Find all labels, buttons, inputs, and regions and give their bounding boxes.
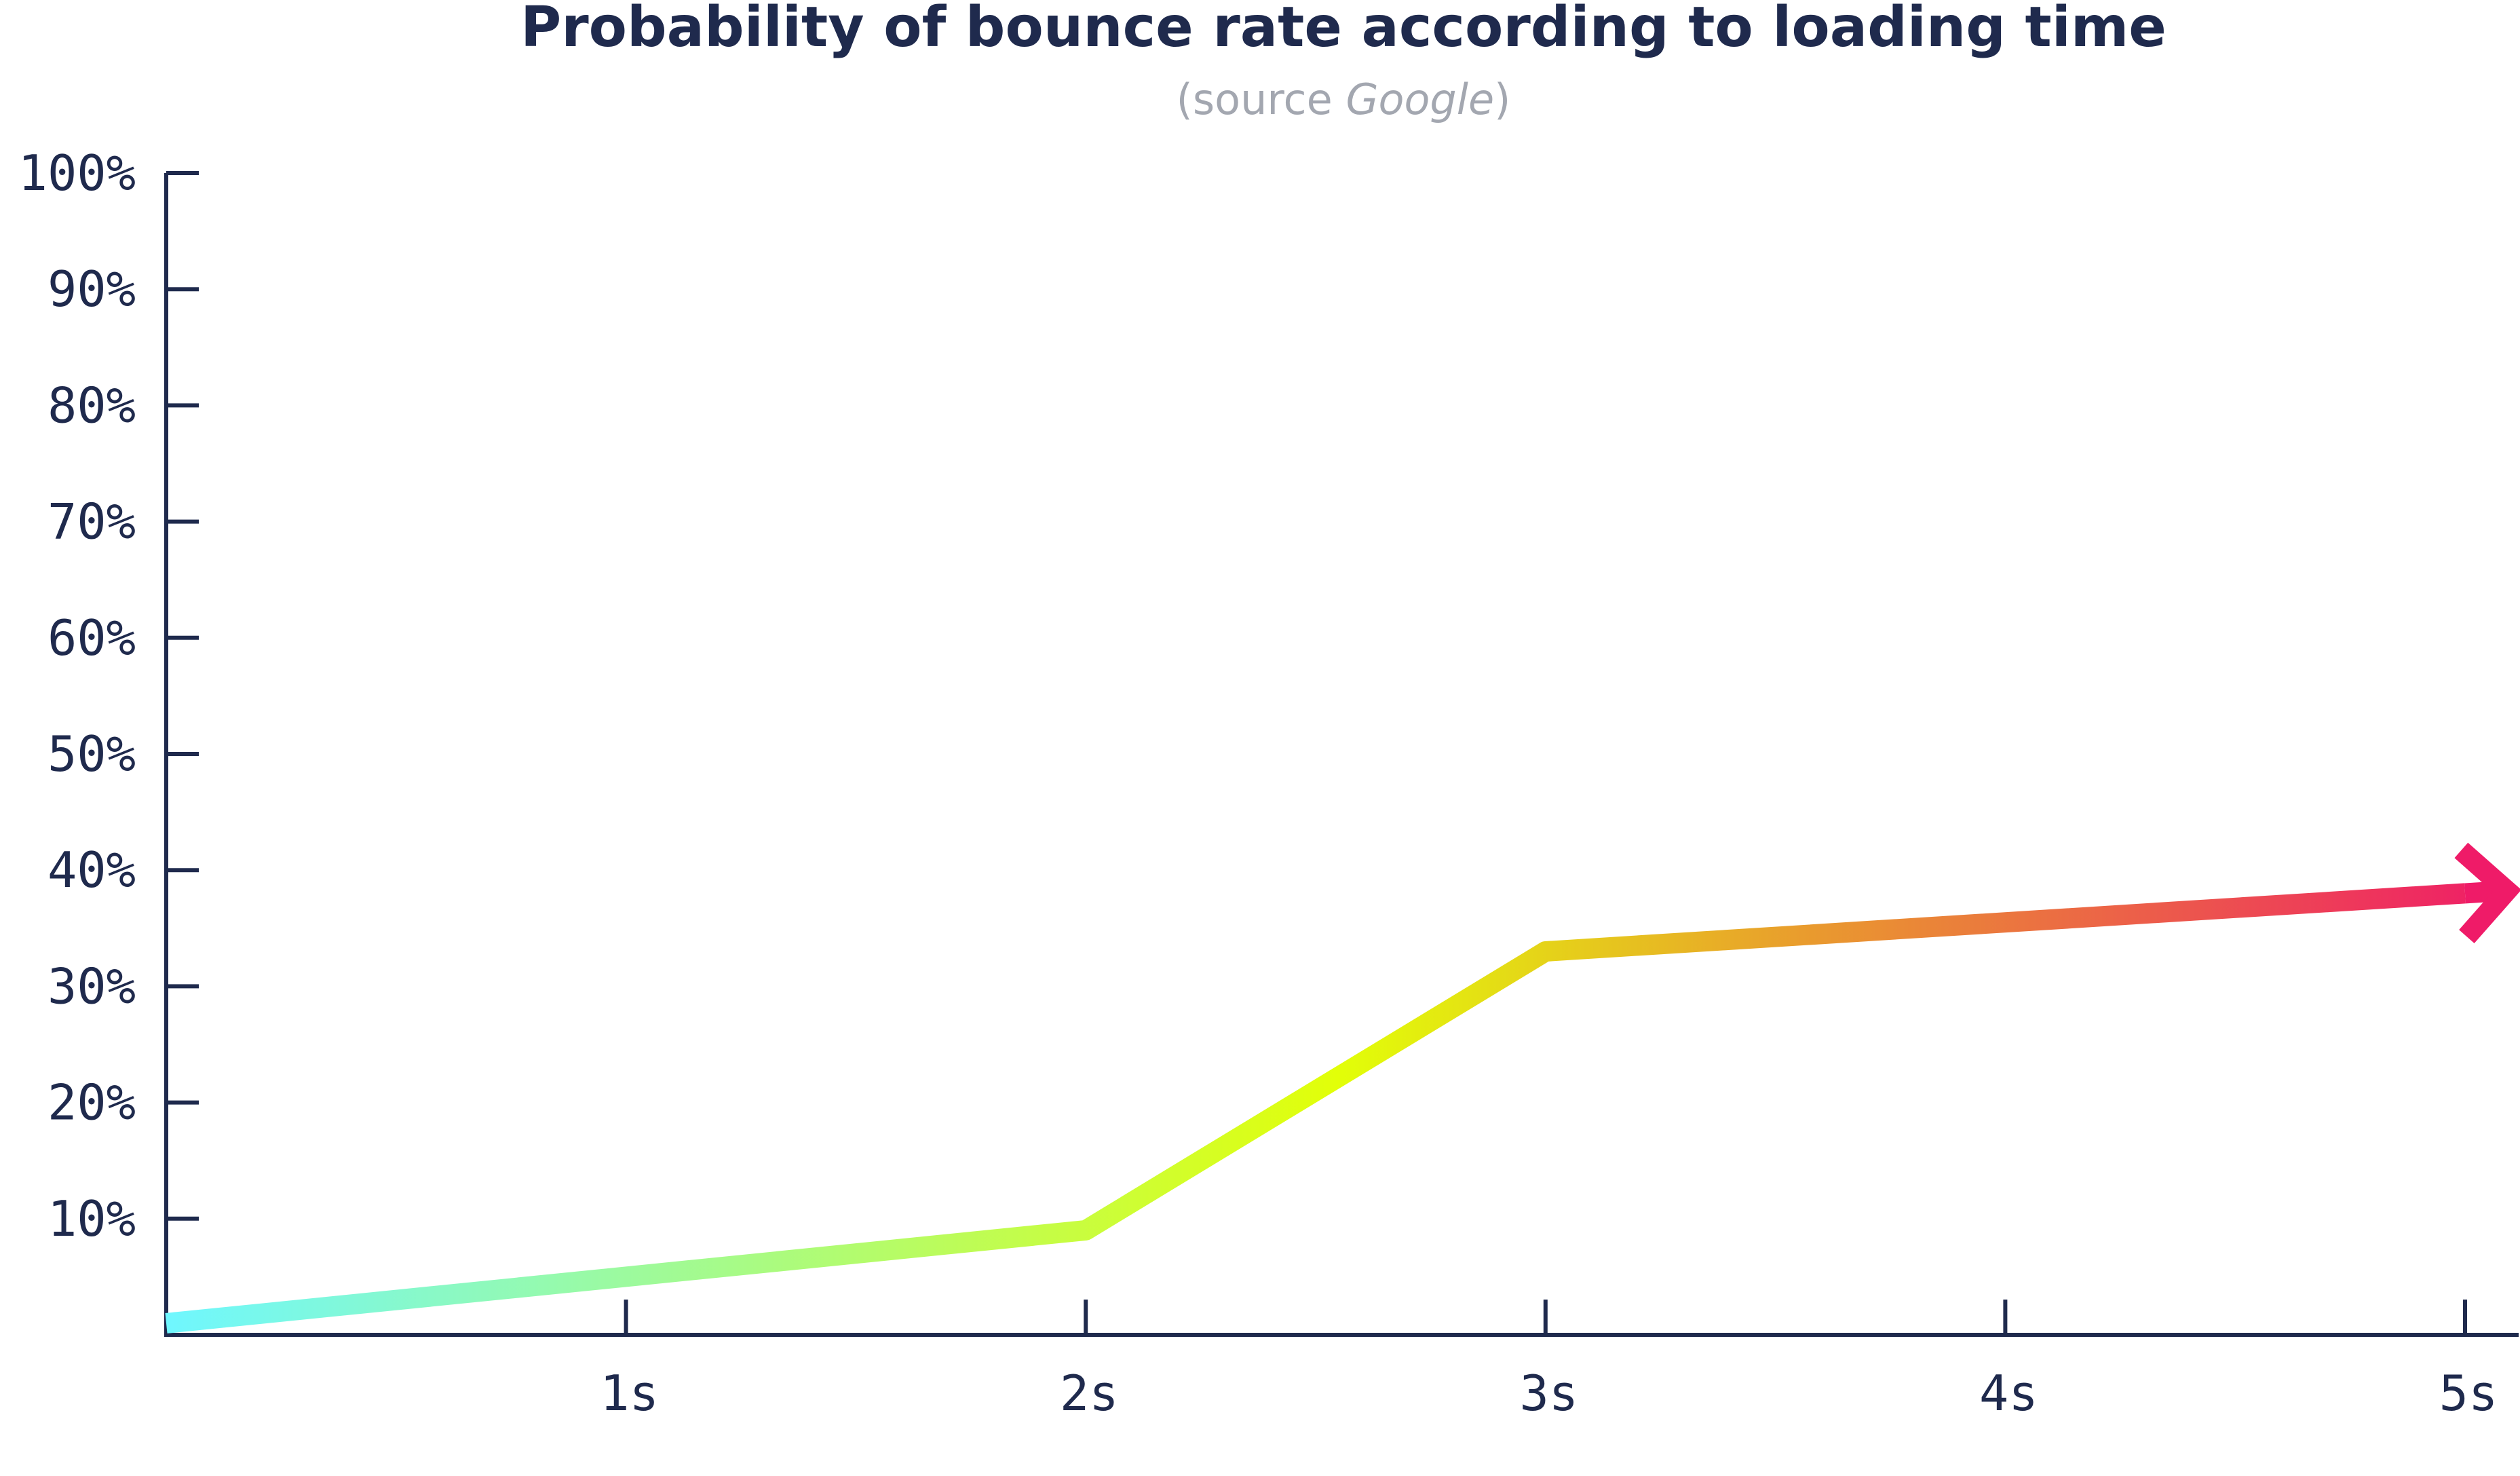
chart-ticks (166, 171, 2467, 1335)
y-tick-label-10%: 10% (47, 1190, 136, 1247)
arrow-head (2454, 842, 2520, 943)
x-tick-label-4s: 4s (1979, 1365, 2038, 1422)
y-tick-label-80%: 80% (47, 377, 136, 434)
y-tick-label-90%: 90% (47, 261, 136, 318)
y-tick-label-30%: 30% (47, 958, 136, 1015)
subtitle-source: Google (1345, 75, 1494, 124)
x-tick-label-1s: 1s (600, 1365, 659, 1422)
y-tick-label-100%: 100% (18, 145, 136, 202)
y-tick-label-60%: 60% (47, 609, 136, 666)
subtitle-suffix: ) (1494, 75, 1510, 124)
y-tick-label-50%: 50% (47, 725, 136, 782)
chart-subtitle: (source Google) (1177, 75, 1511, 124)
x-tick-label-3s: 3s (1519, 1365, 1578, 1422)
chart-series (165, 842, 2520, 1333)
subtitle-prefix: (source (1177, 75, 1346, 124)
y-tick-label-40%: 40% (47, 841, 136, 898)
y-tick-label-70%: 70% (47, 493, 136, 550)
x-tick-label-5s: 5s (2439, 1365, 2498, 1422)
y-tick-label-20%: 20% (47, 1074, 136, 1131)
x-tick-label-2s: 2s (1060, 1365, 1119, 1422)
series-line (165, 883, 2466, 1333)
chart-axes (164, 173, 2519, 1337)
tick-labels: 10% 20% 30% 40% 50% 60% 70% 80% 90% 100% 1s 2s 3s 4s 5… (18, 145, 2498, 1422)
chart-title: Probability of bounce rate according to … (520, 0, 2166, 60)
